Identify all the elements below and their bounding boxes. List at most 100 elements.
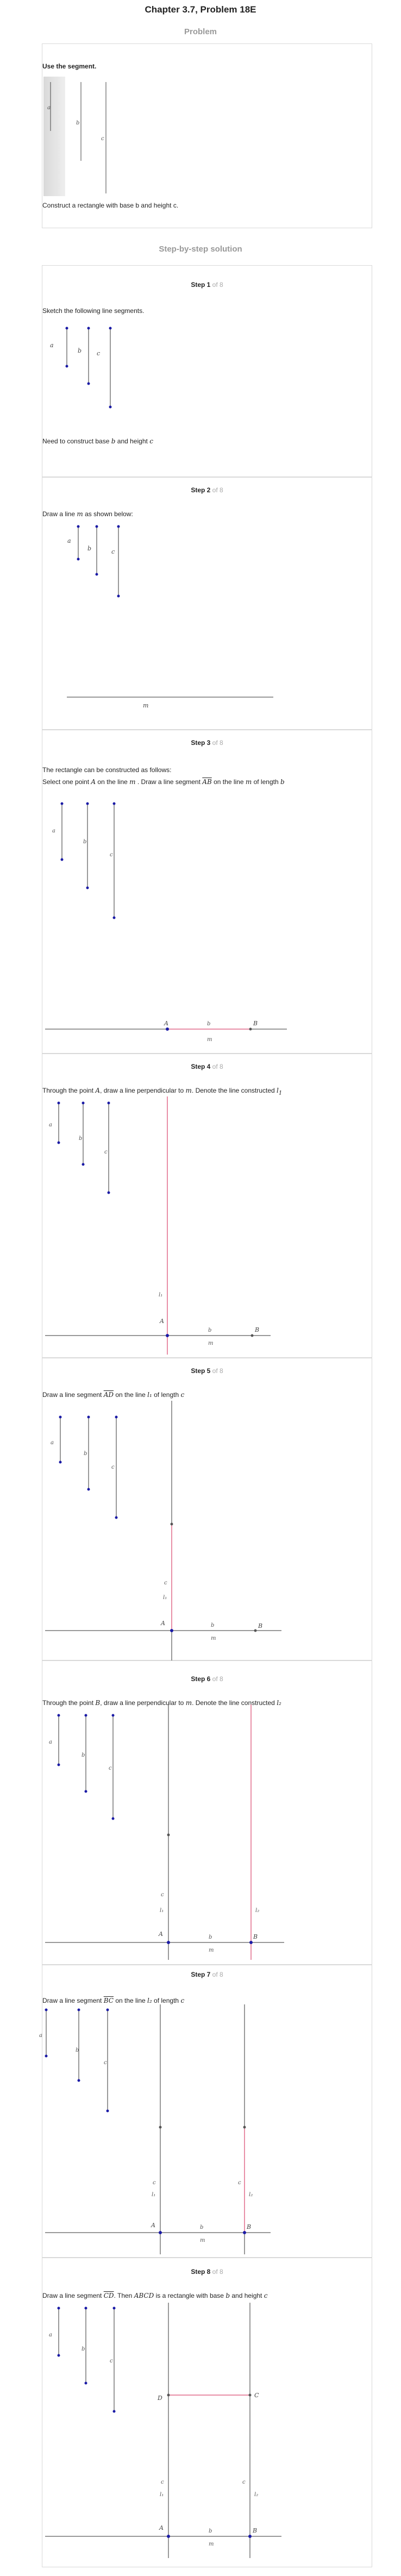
step-6-of: of 8 <box>212 1675 223 1683</box>
svg-text:m: m <box>209 1947 214 1953</box>
problem-heading: Use the segment. <box>42 62 96 70</box>
step-8-figure: a b c D C A B b m c l₁ c l₂ <box>42 2303 368 2564</box>
svg-text:c: c <box>164 1580 167 1586</box>
svg-text:b: b <box>76 2047 79 2053</box>
step-4-figure: a b c A B b m l₁ <box>42 1096 368 1357</box>
svg-text:B: B <box>253 1020 258 1027</box>
step-1-of: of 8 <box>212 281 223 289</box>
step-7-card: Step 7 of 8 Draw a line segment BC on th… <box>42 1965 372 2258</box>
svg-text:l₁: l₁ <box>160 1908 164 1914</box>
problem-label-b: b <box>76 120 79 126</box>
svg-text:l₂: l₂ <box>255 1908 259 1914</box>
svg-text:b: b <box>83 839 86 845</box>
step-1-card: Step 1 of 8 Sketch the following line se… <box>42 265 372 477</box>
step-4-text: Through the point A, draw a line perpend… <box>42 1087 282 1096</box>
svg-text:l₂: l₂ <box>249 2192 253 2198</box>
page-title: Chapter 3.7, Problem 18E <box>0 4 401 15</box>
step-3-text2: Select one point A on the line m . Draw … <box>42 778 285 786</box>
step-8-of: of 8 <box>212 2268 223 2276</box>
step-5-card: Step 5 of 8 Draw a line segment AD on th… <box>42 1358 372 1660</box>
problem-section-label: Problem <box>0 27 401 36</box>
svg-text:c: c <box>104 2060 107 2066</box>
svg-text:c: c <box>238 2180 241 2186</box>
svg-text:b: b <box>209 2528 212 2534</box>
svg-text:a: a <box>49 1739 52 1745</box>
step-5-of: of 8 <box>212 1367 223 1375</box>
problem-task: Construct a rectangle with base b and he… <box>42 202 178 209</box>
step-6-card: Step 6 of 8 Through the point B, draw a … <box>42 1660 372 1965</box>
svg-text:c: c <box>242 2479 246 2485</box>
svg-text:b: b <box>79 1136 82 1142</box>
step-4-of: of 8 <box>212 1063 223 1070</box>
svg-text:l₁: l₁ <box>163 1595 167 1601</box>
svg-text:A: A <box>164 1020 168 1027</box>
problem-figure: a b c <box>42 77 151 202</box>
step-3-card: Step 3 of 8 The rectangle can be constru… <box>42 730 372 1054</box>
svg-text:A: A <box>158 1931 163 1938</box>
step-3-of: of 8 <box>212 739 223 747</box>
step-1-title: Step 1 <box>191 281 210 289</box>
step-7-figure: a b c A B b m c l₁ c l₂ <box>42 2004 368 2260</box>
step-1-label-b: b <box>78 347 82 354</box>
svg-text:D: D <box>157 2395 162 2402</box>
svg-text:A: A <box>151 2222 155 2229</box>
svg-text:l₁: l₁ <box>159 1292 162 1298</box>
svg-text:B: B <box>252 2527 257 2534</box>
svg-text:B: B <box>246 2223 251 2230</box>
svg-text:c: c <box>161 2479 164 2485</box>
problem-label-c: c <box>101 136 104 142</box>
step-6-title: Step 6 <box>191 1675 210 1683</box>
svg-text:m: m <box>207 1037 212 1043</box>
step-3-figure: a b c A B b m <box>42 790 368 1051</box>
svg-text:b: b <box>87 545 91 552</box>
step-6-figure: a b c A B b m c l₁ l₂ <box>42 1704 368 1965</box>
step-1-text1: Sketch the following line segments. <box>42 307 144 315</box>
svg-text:A: A <box>159 1318 164 1325</box>
svg-text:a: a <box>52 828 55 834</box>
svg-text:c: c <box>111 548 115 555</box>
problem-label-a: a <box>47 105 51 111</box>
svg-text:c: c <box>110 852 113 858</box>
step-5-figure: a b c A B b m c l₁ <box>42 1401 368 1662</box>
svg-text:b: b <box>82 2346 85 2352</box>
svg-text:b: b <box>82 1752 85 1758</box>
svg-text:C: C <box>254 2392 259 2399</box>
step-1-segments: a b c <box>42 320 151 423</box>
step-3-title: Step 3 <box>191 739 210 747</box>
step-4-title: Step 4 <box>191 1063 210 1070</box>
svg-text:c: c <box>161 1892 164 1898</box>
step-2-of: of 8 <box>212 486 223 494</box>
svg-text:A: A <box>159 2524 164 2531</box>
svg-text:a: a <box>49 1122 52 1128</box>
step-2-line-label: m <box>143 702 148 709</box>
svg-text:B: B <box>258 1622 262 1629</box>
step-2-title: Step 2 <box>191 486 210 494</box>
svg-text:l₁: l₁ <box>152 2192 155 2198</box>
svg-text:A: A <box>160 1620 165 1627</box>
svg-text:b: b <box>209 1934 212 1940</box>
svg-text:m: m <box>208 1340 213 1346</box>
svg-text:b: b <box>200 2224 203 2230</box>
svg-text:c: c <box>153 2180 156 2186</box>
svg-text:l₂: l₂ <box>254 2492 258 2498</box>
svg-text:B: B <box>254 1326 259 1333</box>
svg-text:c: c <box>104 1149 108 1155</box>
step-7-of: of 8 <box>212 1971 223 1978</box>
step-1-label-c: c <box>97 350 100 357</box>
step-2-text: Draw a line m as shown below: <box>42 510 133 518</box>
step-2-card: Step 2 of 8 Draw a line m as shown below… <box>42 477 372 730</box>
step-5-text: Draw a line segment AD on the line l₁ of… <box>42 1391 184 1399</box>
step-1-text2: Need to construct base b and height c <box>42 437 153 445</box>
step-1-label-a: a <box>50 342 54 349</box>
svg-text:B: B <box>253 1933 258 1940</box>
step-4-card: Step 4 of 8 Through the point A, draw a … <box>42 1054 372 1358</box>
solution-section-label: Step-by-step solution <box>0 245 401 254</box>
step-2-figure: a b c m <box>42 521 368 717</box>
step-8-text: Draw a line segment CD. Then ABCD is a r… <box>42 2292 267 2299</box>
svg-text:b: b <box>207 1021 210 1027</box>
svg-text:m: m <box>209 2541 214 2547</box>
step-3-text1: The rectangle can be constructed as foll… <box>42 766 171 774</box>
step-8-title: Step 8 <box>191 2268 210 2276</box>
problem-segments-svg: a b c <box>42 77 151 202</box>
svg-text:a: a <box>51 1440 54 1446</box>
